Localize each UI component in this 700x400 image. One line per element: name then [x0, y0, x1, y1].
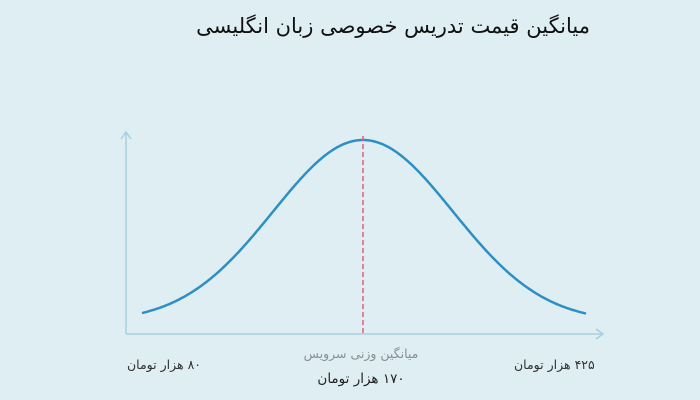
x-axis-arrow [595, 328, 605, 340]
y-axis-arrow [120, 130, 132, 140]
distribution-curve [141, 138, 587, 315]
mean-caption-label: میانگین وزنی سرویس [303, 346, 419, 361]
mean-value-label: ۱۷۰ هزار تومان [317, 371, 405, 387]
x-max-label: ۴۲۵ هزار تومان [514, 357, 595, 372]
chart-title: میانگین قیمت تدریس خصوصی زبان انگلیسی [196, 14, 590, 38]
x-min-label: ۸۰ هزار تومان [127, 357, 202, 372]
